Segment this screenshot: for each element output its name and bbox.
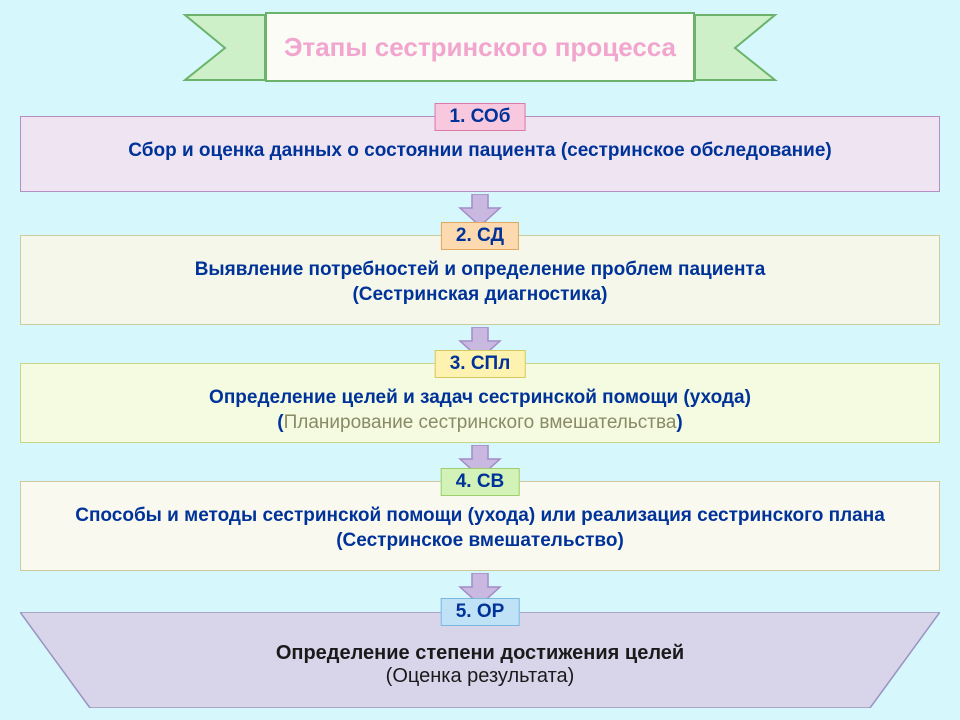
stage-2-text: Выявление потребностей и определение про… — [21, 258, 939, 283]
stage-2-sub: (Сестринская диагностика) — [21, 283, 939, 307]
stage-5: 5. ОР Определение степени достижения цел… — [20, 612, 940, 708]
stage-2: 2. СД Выявление потребностей и определен… — [20, 235, 940, 325]
stage-4-label: 4. СВ — [441, 468, 520, 496]
stage-4-text: Способы и методы сестринской помощи (ухо… — [21, 504, 939, 553]
title-banner: Этапы сестринского процесса — [155, 0, 805, 95]
stage-3: 3. СПл Определение целей и задач сестрин… — [20, 363, 940, 443]
stage-1: 1. СОб Сбор и оценка данных о состоянии … — [20, 116, 940, 192]
stage-2-label: 2. СД — [441, 222, 519, 250]
stage-5-sub: (Оценка результата) — [20, 665, 940, 688]
stage-5-text: Определение степени достижения целей — [20, 642, 940, 665]
banner-title: Этапы сестринского процесса — [284, 32, 676, 63]
stage-3-text: Определение целей и задач сестринской по… — [21, 386, 939, 411]
stage-3-label: 3. СПл — [435, 350, 526, 378]
stage-4: 4. СВ Способы и методы сестринской помощ… — [20, 481, 940, 571]
stage-1-text: Сбор и оценка данных о состоянии пациент… — [21, 139, 939, 164]
stage-3-sub: (Планирование сестринского вмешательства… — [21, 411, 939, 435]
diagram-canvas: Этапы сестринского процесса 1. СОб Сбор … — [0, 0, 960, 720]
stage-5-label: 5. ОР — [441, 598, 520, 626]
stage-1-label: 1. СОб — [435, 103, 526, 131]
